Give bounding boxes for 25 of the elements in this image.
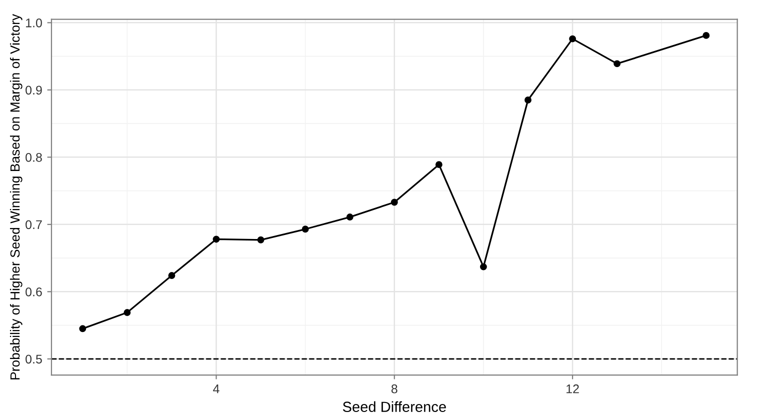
- point: [569, 35, 576, 42]
- x-tick-label: 12: [566, 384, 579, 394]
- x-tick-label: 4: [213, 384, 220, 394]
- point: [257, 236, 264, 244]
- point: [614, 60, 621, 68]
- y-tick-label: 0.7: [26, 220, 42, 230]
- point: [435, 161, 442, 168]
- point: [702, 32, 710, 39]
- point: [212, 236, 220, 243]
- y-tick-label: 1.0: [26, 18, 42, 28]
- y-tick-label: 0.6: [26, 287, 42, 296]
- y-tick-label: 0.9: [26, 86, 42, 95]
- x-tick-label: 8: [391, 384, 398, 394]
- y-tick-label: 0.5: [26, 354, 42, 364]
- point: [79, 325, 86, 332]
- point: [168, 272, 176, 280]
- point: [346, 214, 354, 220]
- y-tick-label: 0.8: [26, 152, 42, 162]
- point: [302, 226, 309, 233]
- point: [390, 198, 398, 206]
- x-axis-title: Seed Difference: [342, 401, 446, 412]
- point: [480, 263, 487, 270]
- point: [524, 96, 532, 104]
- point: [124, 309, 131, 316]
- y-axis-title: Probability of Higher Seed Winning Based on Margin of Victory: [10, 14, 22, 380]
